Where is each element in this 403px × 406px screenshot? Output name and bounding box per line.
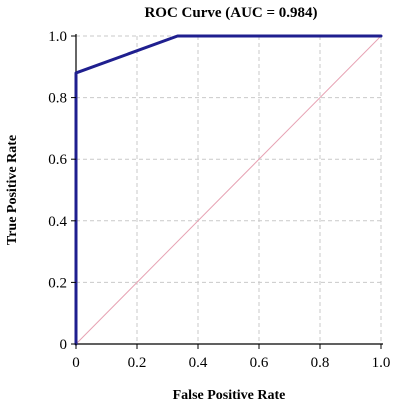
y-tick-label-4: 0.8 (48, 91, 67, 107)
x-tick-label-1: 0.2 (128, 355, 147, 371)
x-tick-label-5: 1.0 (372, 355, 391, 371)
x-axis-ticks: 0 0.2 0.4 0.6 0.8 1.0 (72, 344, 390, 371)
y-tick-label-0: 0 (60, 337, 68, 353)
x-tick-label-0: 0 (72, 355, 80, 371)
series-layer (74, 34, 383, 346)
chance-diagonal-line (75, 35, 382, 345)
y-axis-ticks: 0 0.2 0.4 0.6 0.8 1.0 (48, 29, 76, 353)
y-tick-label-2: 0.4 (48, 214, 67, 230)
grid (76, 35, 382, 344)
x-tick-label-2: 0.4 (189, 355, 208, 371)
x-axis-label: False Positive Rate (173, 388, 286, 403)
x-tick-label-3: 0.6 (250, 355, 269, 371)
y-tick-label-3: 0.6 (48, 152, 67, 168)
y-axis-label: True Positive Rate (5, 135, 20, 245)
x-tick-label-4: 0.8 (311, 355, 330, 371)
y-tick-label-1: 0.2 (48, 275, 67, 291)
roc-curve-line (74, 34, 383, 346)
chart-title: ROC Curve (AUC = 0.984) (144, 5, 317, 21)
y-tick-label-5: 1.0 (48, 29, 67, 45)
